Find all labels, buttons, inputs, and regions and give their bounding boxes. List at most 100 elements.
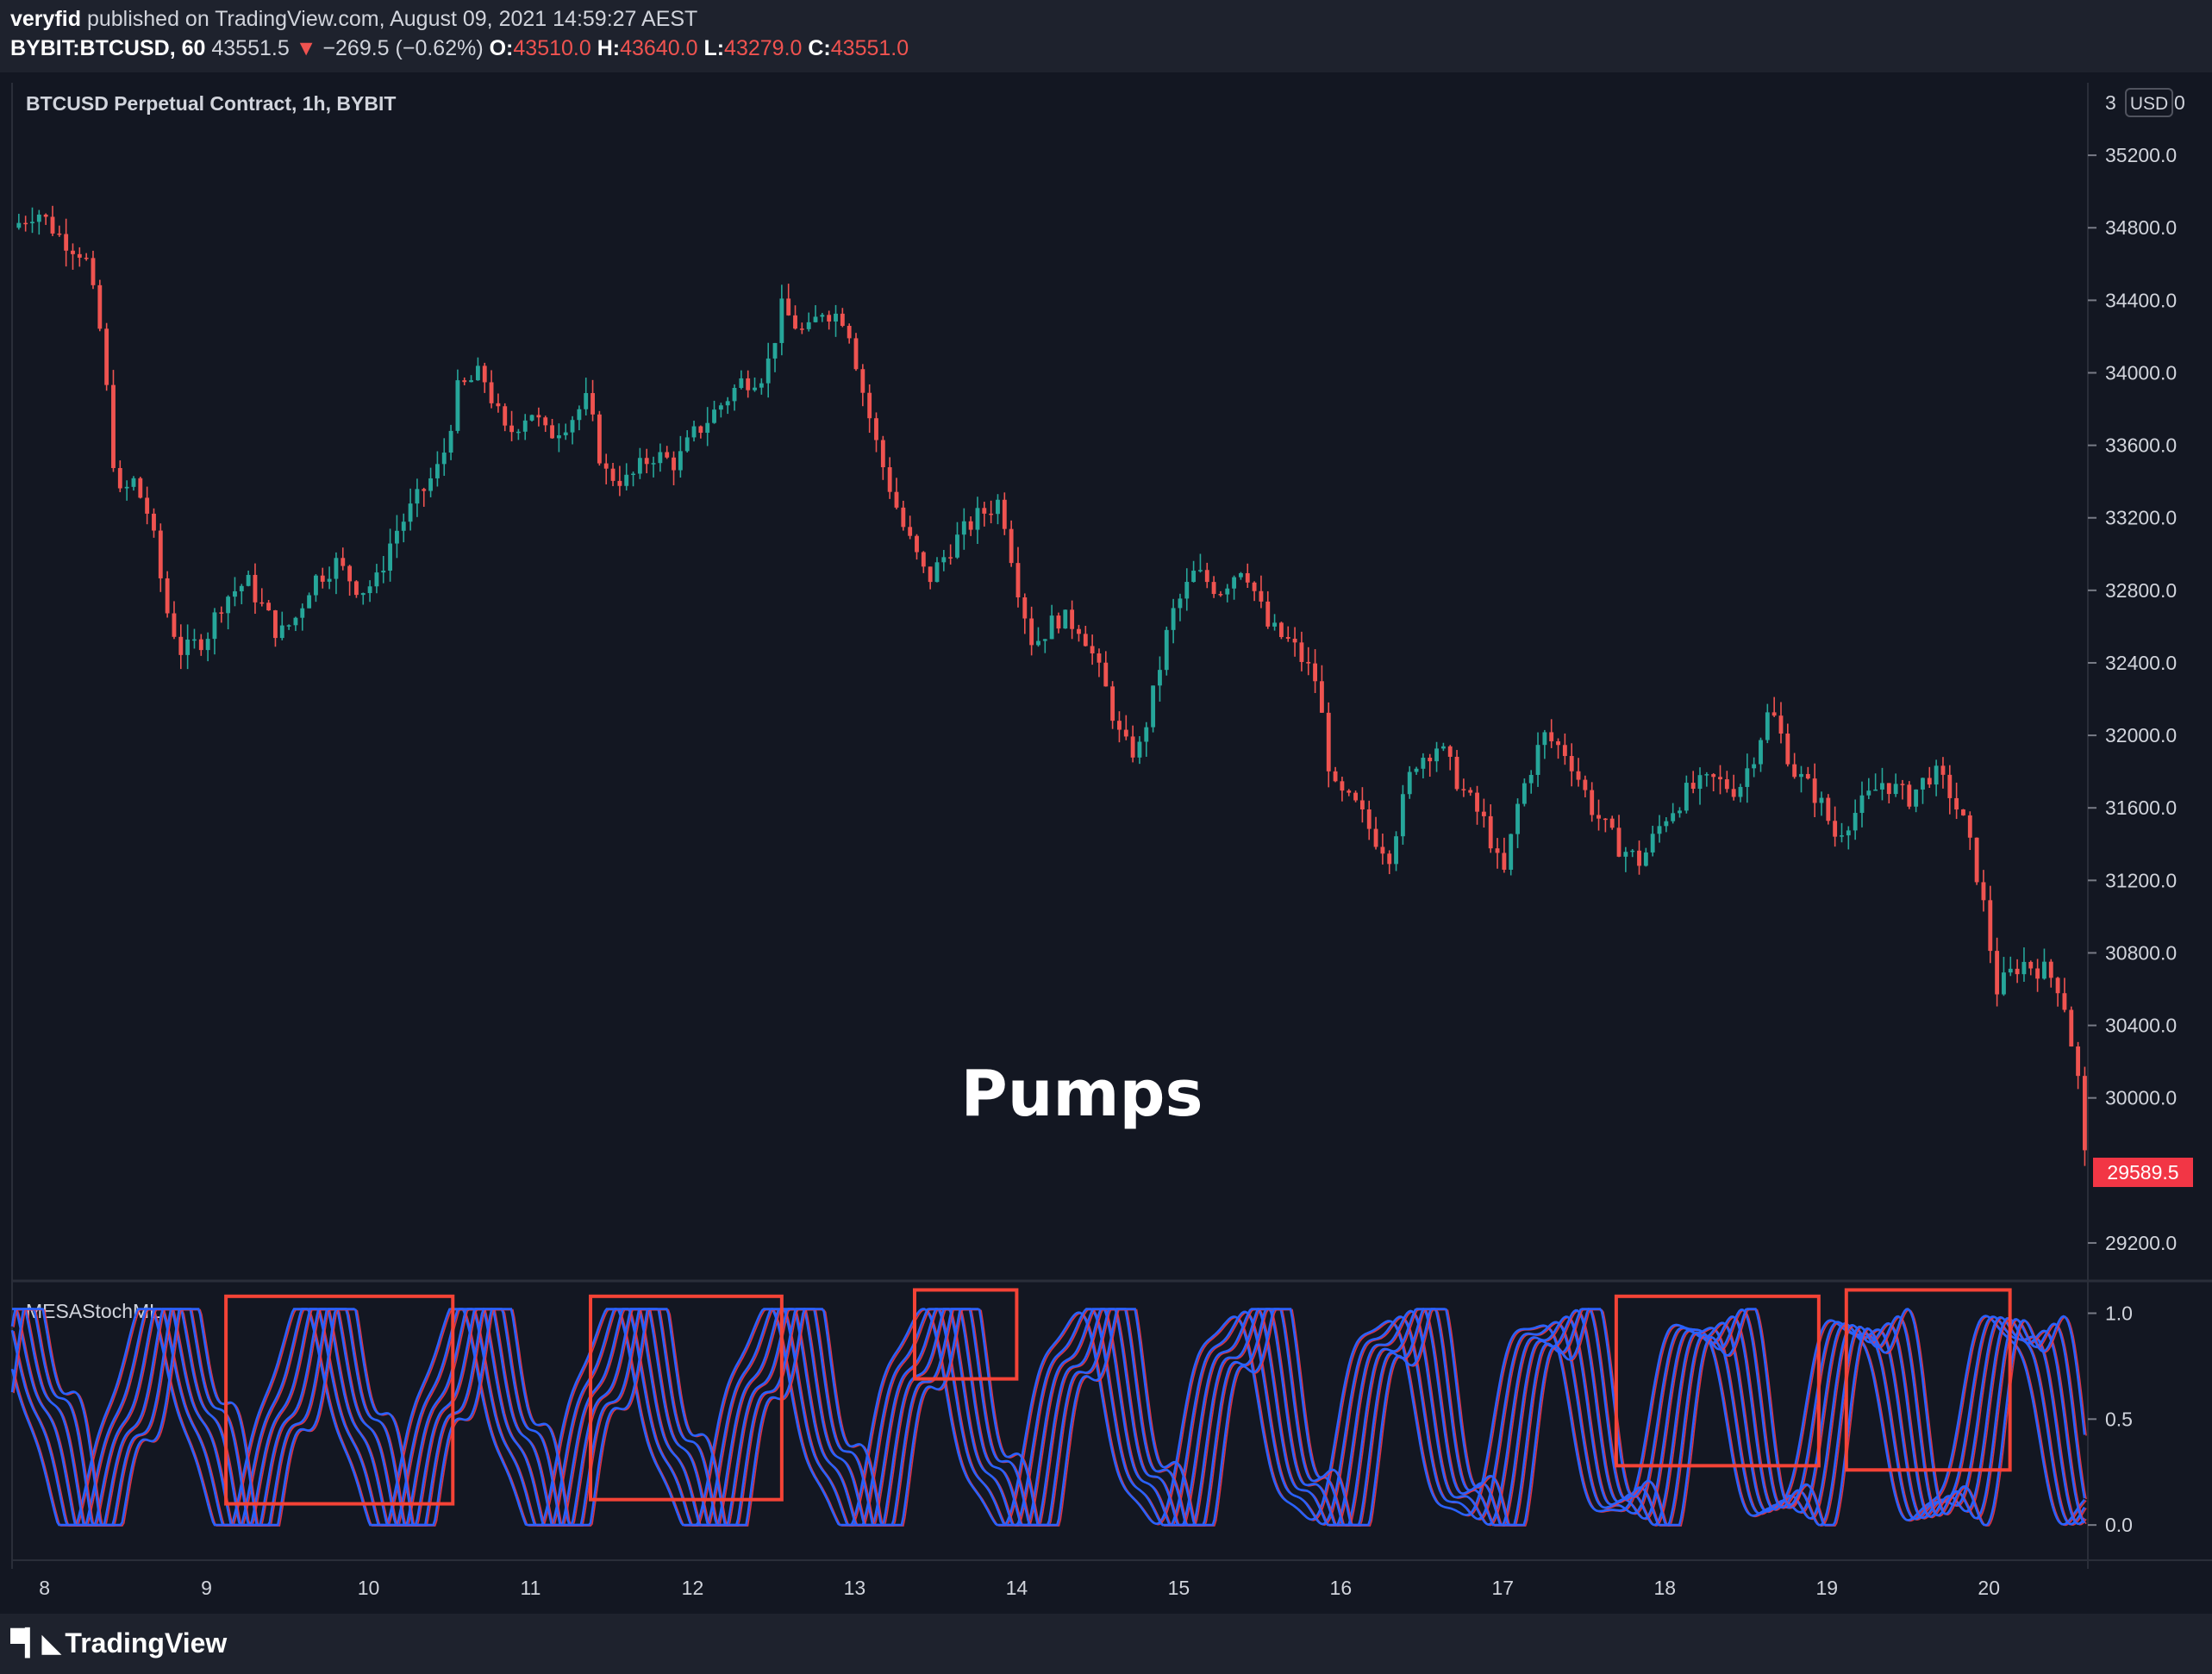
indicator-axis[interactable]: 1.0 0.5 0.0 bbox=[2088, 1302, 2133, 1536]
author-name[interactable]: veryfid bbox=[10, 7, 81, 31]
candle-body bbox=[1954, 797, 1959, 810]
time-tick-label: 15 bbox=[1168, 1577, 1190, 1599]
candle-body bbox=[1711, 774, 1716, 778]
candle-body bbox=[1319, 681, 1324, 713]
price-tick-label: 32000.0 bbox=[2105, 724, 2177, 746]
candle-body bbox=[1306, 661, 1311, 664]
candle-body bbox=[462, 380, 467, 383]
candle-body bbox=[1049, 615, 1054, 640]
candle-body bbox=[536, 415, 541, 418]
candle-body bbox=[469, 380, 474, 383]
candle-body bbox=[489, 382, 494, 403]
indicator-line bbox=[10, 1308, 2086, 1527]
candle-body bbox=[97, 284, 103, 329]
candle-body bbox=[516, 431, 521, 434]
candle-body bbox=[1009, 528, 1014, 564]
candle-body bbox=[2015, 968, 2020, 975]
close-label: C: bbox=[808, 36, 831, 60]
candle-body bbox=[2042, 961, 2046, 979]
time-tick-label: 13 bbox=[844, 1577, 866, 1599]
candle-body bbox=[475, 365, 480, 381]
candle-body bbox=[624, 474, 629, 486]
candle-body bbox=[1218, 594, 1223, 596]
candle-body bbox=[1528, 774, 1534, 784]
candle-body bbox=[259, 602, 265, 604]
candle-body bbox=[1590, 790, 1595, 815]
price-tick-label: 34800.0 bbox=[2105, 216, 2177, 239]
price-tick-label: 33200.0 bbox=[2105, 507, 2177, 529]
price-tick-label: 31600.0 bbox=[2105, 796, 2177, 819]
price-tick-label: 30800.0 bbox=[2105, 941, 2177, 964]
candle-body bbox=[2035, 968, 2040, 979]
open-label: O: bbox=[489, 36, 514, 60]
currency-badge[interactable] bbox=[2125, 88, 2173, 117]
candle-body bbox=[185, 639, 191, 655]
price-tick-label: 30400.0 bbox=[2105, 1015, 2177, 1037]
candle-body bbox=[901, 507, 906, 528]
candle-body bbox=[2021, 961, 2027, 975]
candle-body bbox=[374, 572, 379, 587]
candle-body bbox=[597, 414, 602, 464]
candle-body bbox=[388, 543, 393, 572]
price-tick-label: 29200.0 bbox=[2105, 1232, 2177, 1254]
candle-body bbox=[1947, 774, 1953, 798]
candle-body bbox=[381, 571, 386, 573]
time-tick-label: 18 bbox=[1653, 1577, 1676, 1599]
candle-body bbox=[1002, 499, 1007, 529]
candle-body bbox=[1569, 756, 1574, 771]
candle-body bbox=[1637, 850, 1641, 866]
candle-body bbox=[1171, 608, 1176, 630]
candle-body bbox=[1239, 572, 1243, 578]
candle-body bbox=[1522, 783, 1527, 804]
candle-body bbox=[1056, 615, 1061, 629]
candle-body bbox=[1718, 777, 1722, 780]
candle-body bbox=[982, 508, 987, 514]
candle-body bbox=[1077, 628, 1081, 634]
candle-body bbox=[1542, 732, 1547, 746]
candle-body bbox=[1745, 768, 1750, 787]
chart-area[interactable]: BTCUSD Perpetual Contract, 1h, BYBIT USD… bbox=[0, 72, 2212, 1614]
candle-body bbox=[786, 298, 791, 315]
candle-body bbox=[806, 322, 811, 329]
indicator-tick-label: 1.0 bbox=[2105, 1302, 2133, 1324]
candle-body bbox=[1481, 811, 1486, 816]
candle-body bbox=[1799, 773, 1803, 778]
low-label: L: bbox=[703, 36, 725, 60]
candle-body bbox=[1144, 727, 1149, 742]
candle-body bbox=[1630, 850, 1635, 853]
candle-body bbox=[853, 338, 859, 370]
tradingview-logo[interactable]: ▀▎◣ TradingView bbox=[10, 1627, 227, 1659]
highlight-boxes bbox=[224, 1288, 2012, 1506]
high-value: 43640.0 bbox=[620, 36, 698, 60]
candle-body bbox=[482, 365, 487, 383]
candle-body bbox=[867, 392, 872, 419]
candle-body bbox=[1333, 771, 1338, 782]
candle-body bbox=[293, 617, 298, 626]
candle-body bbox=[205, 639, 210, 651]
candle-body bbox=[1468, 790, 1473, 793]
candle-body bbox=[1380, 846, 1385, 854]
indicator-line bbox=[10, 1308, 2086, 1527]
candle-body bbox=[799, 328, 804, 330]
candle-body bbox=[1549, 732, 1554, 741]
candle-body bbox=[1934, 765, 1939, 785]
candle-body bbox=[1070, 609, 1075, 629]
candle-body bbox=[1211, 582, 1216, 595]
candle-body bbox=[327, 578, 332, 582]
candle-body bbox=[1036, 640, 1040, 646]
candle-body bbox=[908, 527, 913, 536]
candle-body bbox=[712, 409, 716, 423]
candle-body bbox=[961, 521, 966, 535]
price-tick-label: 30000.0 bbox=[2105, 1087, 2177, 1109]
time-axis[interactable]: 8 9 10 11 12 13 14 15 16 17 18 19 20 bbox=[39, 1577, 2000, 1599]
candle-body bbox=[1488, 815, 1493, 849]
candle-body bbox=[2076, 1046, 2081, 1077]
price-axis[interactable]: 35200.0 34800.0 34400.0 34000.0 33600.0 33200… bbox=[2088, 144, 2177, 1254]
candlestick-series bbox=[16, 205, 2087, 1166]
candle-body bbox=[1245, 572, 1250, 583]
candle-body bbox=[590, 393, 595, 415]
candle-body bbox=[887, 467, 892, 492]
price-change: −269.5 (−0.62%) bbox=[322, 36, 484, 60]
candle-body bbox=[1015, 563, 1021, 597]
candle-body bbox=[1063, 609, 1068, 629]
